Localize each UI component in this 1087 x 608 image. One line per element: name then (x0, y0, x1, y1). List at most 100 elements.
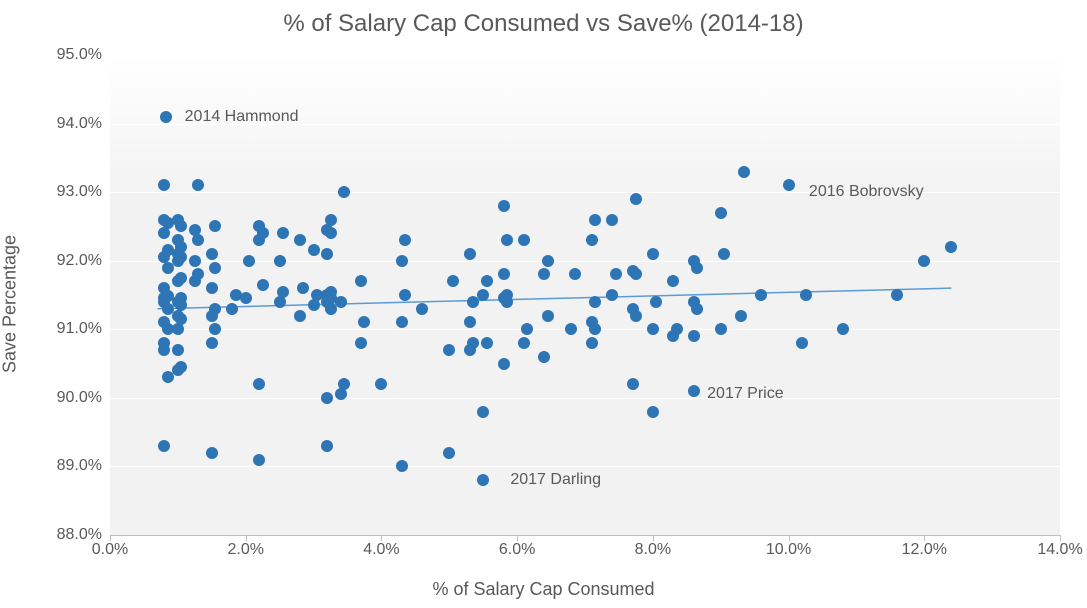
scatter-point (671, 323, 683, 335)
y-tick-label: 95.0% (57, 46, 110, 64)
scatter-point (464, 316, 476, 328)
scatter-point (172, 323, 184, 335)
scatter-point (396, 255, 408, 267)
x-tick-label: 8.0% (635, 535, 671, 559)
scatter-point (274, 296, 286, 308)
scatter-point (355, 275, 367, 287)
gridline-h (110, 329, 1060, 330)
scatter-point (325, 214, 337, 226)
scatter-point (796, 337, 808, 349)
x-tick-label: 14.0% (1037, 535, 1082, 559)
scatter-point (755, 289, 767, 301)
x-axis-line (110, 535, 1060, 536)
y-tick-label: 92.0% (57, 252, 110, 270)
scatter-point (240, 292, 252, 304)
scatter-point (321, 392, 333, 404)
scatter-point (627, 378, 639, 390)
scatter-point (477, 289, 489, 301)
scatter-point (650, 296, 662, 308)
x-axis-label: % of Salary Cap Consumed (0, 579, 1087, 600)
scatter-point (688, 296, 700, 308)
y-tick-label: 90.0% (57, 389, 110, 407)
scatter-point (158, 214, 170, 226)
scatter-point (715, 207, 727, 219)
scatter-point (189, 224, 201, 236)
scatter-point (158, 282, 170, 294)
scatter-point (891, 289, 903, 301)
scatter-point (688, 255, 700, 267)
scatter-point (647, 323, 659, 335)
scatter-point (447, 275, 459, 287)
scatter-point (209, 262, 221, 274)
chart-title: % of Salary Cap Consumed vs Save% (2014-… (0, 10, 1087, 38)
scatter-point (277, 227, 289, 239)
scatter-point (172, 234, 184, 246)
scatter-point (589, 296, 601, 308)
scatter-point (498, 358, 510, 370)
scatter-point (718, 248, 730, 260)
scatter-point (627, 265, 639, 277)
scatter-point (477, 406, 489, 418)
scatter-point (172, 344, 184, 356)
scatter-point (209, 323, 221, 335)
scatter-point (586, 234, 598, 246)
scatter-point (321, 440, 333, 452)
x-tick-label: 2.0% (227, 535, 263, 559)
annotation-label: 2017 Darling (510, 471, 601, 489)
scatter-point (569, 268, 581, 280)
y-tick-label: 94.0% (57, 115, 110, 133)
scatter-point (481, 275, 493, 287)
scatter-point (206, 248, 218, 260)
gridline-h (110, 55, 1060, 56)
scatter-point (945, 241, 957, 253)
scatter-point (158, 316, 170, 328)
annotation-label: 2017 Price (707, 385, 784, 403)
scatter-point (338, 186, 350, 198)
scatter-point (158, 440, 170, 452)
y-tick-label: 93.0% (57, 183, 110, 201)
scatter-point (274, 255, 286, 267)
scatter-point (627, 303, 639, 315)
scatter-point (158, 337, 170, 349)
annotation-label: 2016 Bobrovsky (809, 183, 924, 201)
scatter-point (443, 344, 455, 356)
scatter-point (253, 378, 265, 390)
scatter-point (175, 361, 187, 373)
scatter-point (158, 227, 170, 239)
scatter-point (308, 299, 320, 311)
scatter-point (375, 378, 387, 390)
gridline-h (110, 398, 1060, 399)
scatter-point (160, 111, 172, 123)
scatter-point (443, 447, 455, 459)
scatter-point (325, 286, 337, 298)
scatter-point (308, 244, 320, 256)
scatter-point (396, 316, 408, 328)
scatter-point (192, 234, 204, 246)
scatter-point (542, 255, 554, 267)
scatter-point (783, 179, 795, 191)
scatter-point (606, 214, 618, 226)
scatter-point (338, 378, 350, 390)
scatter-point (355, 337, 367, 349)
scatter-point (226, 303, 238, 315)
scatter-point (464, 248, 476, 260)
scatter-point (416, 303, 428, 315)
scatter-point (175, 272, 187, 284)
x-tick-label: 12.0% (902, 535, 947, 559)
y-tick-label: 89.0% (57, 457, 110, 475)
scatter-point (209, 220, 221, 232)
scatter-point (399, 234, 411, 246)
scatter-point (667, 275, 679, 287)
scatter-point (467, 337, 479, 349)
scatter-point (630, 193, 642, 205)
scatter-point (206, 337, 218, 349)
scatter-point (335, 296, 347, 308)
scatter-point (498, 200, 510, 212)
scatter-point (565, 323, 577, 335)
scatter-point (688, 330, 700, 342)
scatter-point (538, 268, 550, 280)
x-tick-label: 10.0% (766, 535, 811, 559)
scatter-point (277, 286, 289, 298)
chart-container: % of Salary Cap Consumed vs Save% (2014-… (0, 0, 1087, 608)
scatter-point (837, 323, 849, 335)
